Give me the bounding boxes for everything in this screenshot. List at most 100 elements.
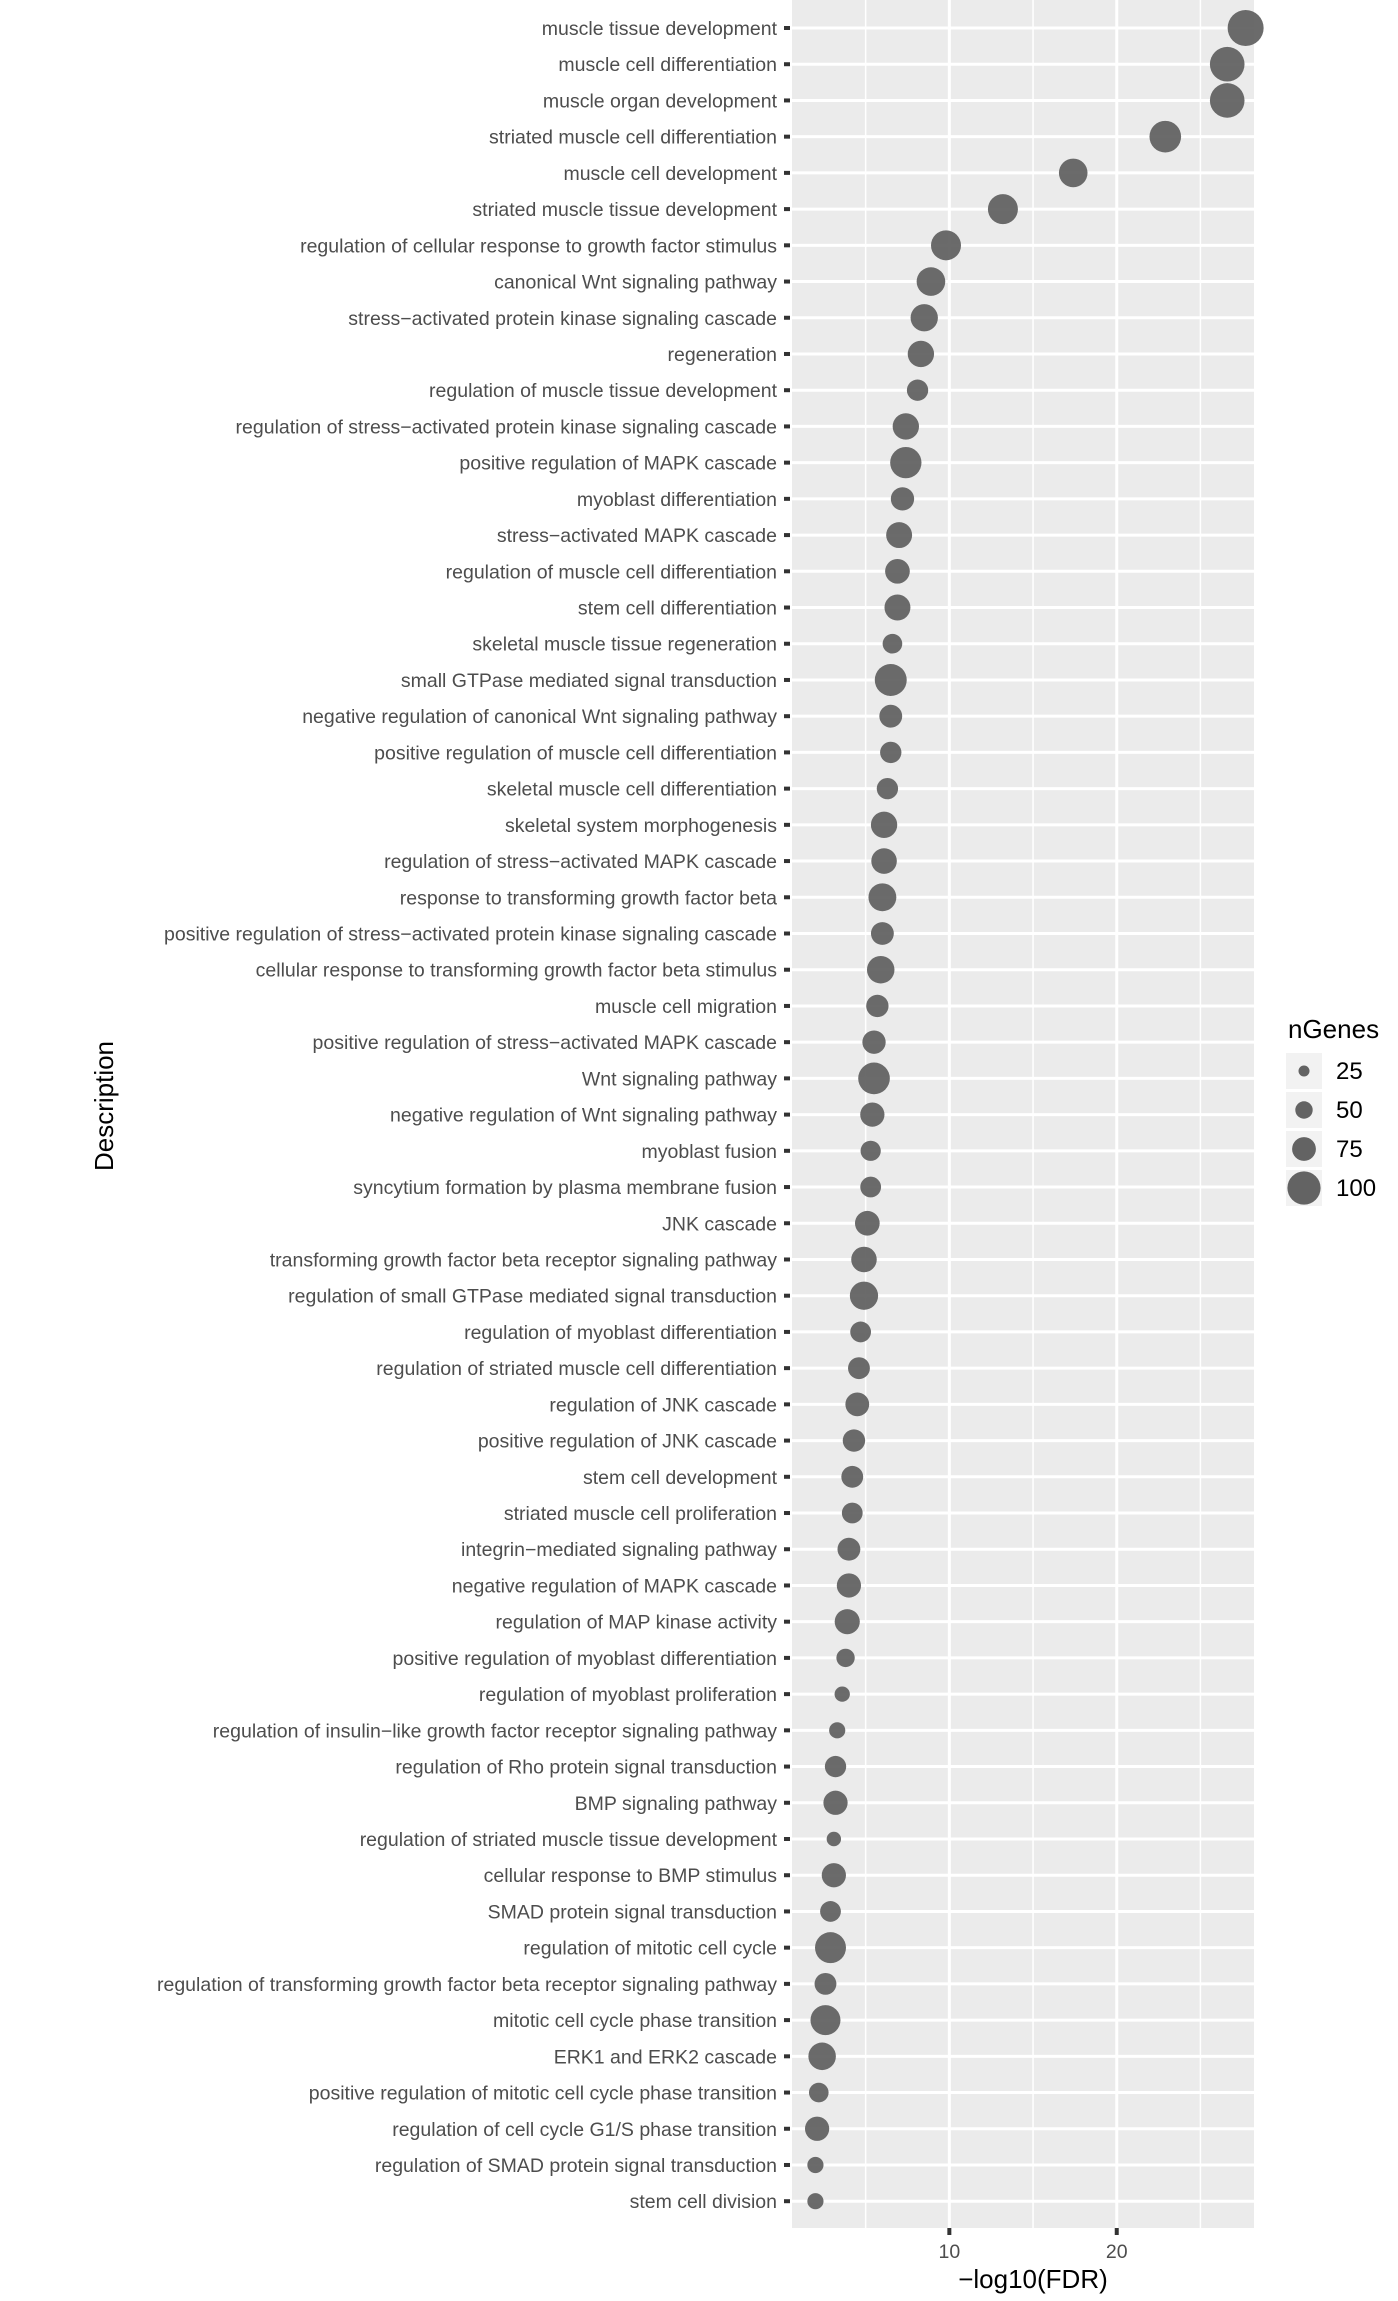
data-point xyxy=(848,1357,870,1380)
x-tick-label: 20 xyxy=(1106,2241,1128,2263)
y-tick-label: regulation of SMAD protein signal transd… xyxy=(375,2155,777,2177)
y-tick-label: negative regulation of canonical Wnt sig… xyxy=(302,706,777,728)
data-point xyxy=(836,1573,862,1598)
y-tick-label: cellular response to BMP stimulus xyxy=(484,1865,778,1887)
data-point xyxy=(884,594,911,621)
data-point xyxy=(820,1901,841,1922)
data-point xyxy=(841,1502,863,1524)
data-point xyxy=(808,2082,829,2103)
legend-key-circle xyxy=(1292,1137,1316,1161)
y-tick-label: transforming growth factor beta receptor… xyxy=(270,1249,778,1271)
y-tick-label: muscle cell migration xyxy=(595,996,777,1018)
data-point xyxy=(886,522,913,549)
y-tick-label: positive regulation of stress−activated … xyxy=(164,924,777,946)
data-point xyxy=(870,811,898,839)
y-tick-label: regulation of striated muscle tissue dev… xyxy=(360,1829,778,1851)
data-point xyxy=(871,848,897,874)
y-axis-ticks xyxy=(784,26,790,2204)
data-point xyxy=(879,704,903,728)
data-point xyxy=(837,1537,861,1561)
y-tick-label: response to transforming growth factor b… xyxy=(400,887,777,909)
y-tick-label: stress−activated protein kinase signalin… xyxy=(348,308,777,330)
y-tick-label: stem cell division xyxy=(630,2191,777,2213)
data-point xyxy=(1058,158,1088,188)
data-point xyxy=(882,633,903,654)
data-point xyxy=(930,230,962,261)
data-point xyxy=(890,446,922,479)
y-tick-label: negative regulation of MAPK cascade xyxy=(452,1575,777,1597)
data-point xyxy=(823,1790,848,1815)
y-tick-label: regulation of myoblast differentiation xyxy=(464,1322,777,1344)
y-tick-label: myoblast fusion xyxy=(642,1141,777,1163)
y-tick-label: stem cell development xyxy=(583,1467,778,1489)
y-tick-label: regulation of JNK cascade xyxy=(549,1394,777,1416)
data-point xyxy=(849,1281,879,1310)
y-tick-label: mitotic cell cycle phase transition xyxy=(493,2010,777,2032)
y-tick-label: striated muscle tissue development xyxy=(472,199,777,221)
y-tick-label: regulation of mitotic cell cycle xyxy=(523,1938,777,1960)
y-tick-label: striated muscle cell differentiation xyxy=(489,127,777,149)
data-point xyxy=(862,1030,886,1054)
data-point xyxy=(910,304,938,332)
data-point xyxy=(866,994,889,1018)
y-tick-label: BMP signaling pathway xyxy=(575,1793,778,1815)
data-point xyxy=(826,1831,842,1847)
y-axis-title: Description xyxy=(89,1041,119,1171)
data-point xyxy=(807,2156,824,2174)
y-tick-label: regulation of myoblast proliferation xyxy=(479,1684,777,1706)
data-point xyxy=(854,1210,880,1236)
y-axis-tick-labels: muscle tissue development muscle cell dif… xyxy=(157,18,778,2213)
y-tick-label: regulation of stress−activated MAPK casc… xyxy=(384,851,777,873)
data-point xyxy=(829,1722,846,1739)
y-tick-label: positive regulation of myoblast differen… xyxy=(393,1648,777,1670)
y-tick-label: regulation of Rho protein signal transdu… xyxy=(395,1757,777,1779)
data-point xyxy=(906,379,929,401)
data-point xyxy=(834,1686,850,1702)
data-point xyxy=(876,777,899,800)
y-tick-label: muscle tissue development xyxy=(542,18,778,40)
y-tick-label: stem cell differentiation xyxy=(578,598,777,620)
y-tick-label: regulation of stress−activated protein k… xyxy=(236,416,777,438)
grid-lines xyxy=(792,0,1254,2228)
data-point xyxy=(845,1392,870,1417)
data-point xyxy=(1209,46,1245,82)
data-point xyxy=(987,194,1018,225)
legend-title: nGenes xyxy=(1288,1014,1379,1044)
data-point xyxy=(866,955,895,984)
legend-keys: 25 50 75 100 xyxy=(1286,1053,1376,1206)
legend-key-circle xyxy=(1295,1101,1313,1119)
y-tick-label: positive regulation of mitotic cell cycl… xyxy=(309,2083,777,2105)
legend-label: 100 xyxy=(1336,1175,1376,1202)
data-point xyxy=(1209,83,1245,118)
y-tick-label: skeletal muscle tissue regeneration xyxy=(472,634,777,656)
data-point xyxy=(851,1246,877,1273)
y-tick-label: regulation of MAP kinase activity xyxy=(496,1612,778,1634)
size-legend: nGenes 25 50 75 100 xyxy=(1286,1014,1379,1206)
y-tick-label: positive regulation of stress−activated … xyxy=(313,1032,777,1054)
x-tick-label: 10 xyxy=(938,2241,960,2263)
y-tick-label: striated muscle cell proliferation xyxy=(504,1503,777,1525)
data-point xyxy=(834,1609,860,1635)
data-point xyxy=(814,1932,847,1964)
y-tick-label: JNK cascade xyxy=(662,1213,777,1235)
y-tick-label: regeneration xyxy=(668,344,778,366)
y-tick-label: muscle organ development xyxy=(543,90,778,112)
y-tick-label: regulation of small GTPase mediated sign… xyxy=(288,1286,777,1308)
y-tick-label: regulation of striated muscle cell diffe… xyxy=(376,1358,777,1380)
y-tick-label: ERK1 and ERK2 cascade xyxy=(554,2046,777,2068)
y-tick-label: small GTPase mediated signal transductio… xyxy=(401,670,777,692)
y-tick-label: negative regulation of Wnt signaling pat… xyxy=(390,1105,777,1127)
y-tick-label: positive regulation of muscle cell diffe… xyxy=(374,742,777,764)
data-point xyxy=(814,1972,837,1995)
data-point xyxy=(808,2042,836,2071)
data-point xyxy=(870,922,894,945)
y-tick-label: canonical Wnt signaling pathway xyxy=(494,272,777,294)
data-point xyxy=(821,1863,846,1888)
legend-key-circle xyxy=(1287,1171,1321,1205)
y-tick-label: muscle cell development xyxy=(563,163,777,185)
legend-label: 50 xyxy=(1336,1097,1363,1124)
legend-label: 25 xyxy=(1336,1058,1363,1085)
y-tick-label: regulation of muscle tissue development xyxy=(429,380,778,402)
data-point xyxy=(885,558,910,584)
data-point xyxy=(860,1176,882,1198)
